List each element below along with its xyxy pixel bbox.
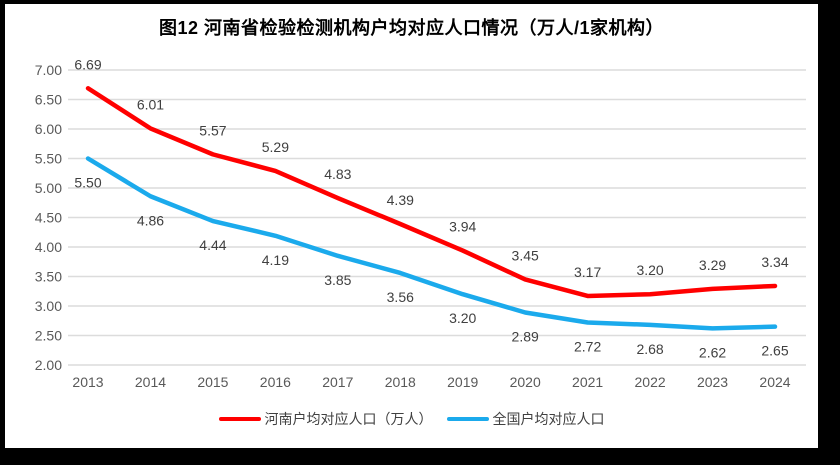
data-label-henan: 6.69 (74, 56, 101, 72)
data-label-henan: 3.34 (761, 254, 788, 270)
data-label-national: 2.89 (512, 328, 539, 344)
x-tick-label: 2014 (135, 374, 166, 390)
data-label-national: 2.62 (699, 344, 726, 360)
x-tick-label: 2016 (260, 374, 291, 390)
data-label-national: 2.68 (636, 341, 663, 357)
y-tick-label: 3.00 (35, 298, 62, 314)
series-line-henan (85, 86, 778, 299)
data-label-henan: 3.17 (574, 264, 601, 280)
y-tick-label: 5.00 (35, 180, 62, 196)
data-label-national: 2.72 (574, 339, 601, 355)
legend-item-national: 全国户均对应人口 (446, 409, 605, 429)
x-tick-label: 2017 (322, 374, 353, 390)
data-label-national: 4.86 (137, 212, 164, 228)
data-label-henan: 6.01 (137, 96, 164, 112)
x-tick-label: 2013 (72, 374, 103, 390)
x-tick-label: 2019 (447, 374, 478, 390)
x-tick-label: 2023 (697, 374, 728, 390)
y-tick-label: 4.50 (35, 210, 62, 226)
data-label-henan: 3.45 (512, 247, 539, 263)
data-label-national: 3.20 (449, 310, 476, 326)
chart-legend: 河南户均对应人口（万人） 全国户均对应人口 (5, 409, 818, 429)
chart-title: 图12 河南省检验检测机构户均对应人口情况（万人/1家机构） (158, 18, 665, 38)
y-tick-label: 6.00 (35, 121, 62, 137)
data-label-henan: 3.20 (636, 262, 663, 278)
series-line-national (85, 156, 778, 331)
legend-line-swatch-henan (218, 417, 261, 421)
data-label-national: 2.65 (761, 343, 788, 359)
data-label-national: 4.19 (262, 252, 289, 268)
x-tick-label: 2018 (385, 374, 416, 390)
y-tick-label: 6.50 (35, 92, 62, 108)
data-label-national: 3.85 (324, 272, 351, 288)
x-tick-label: 2022 (635, 374, 666, 390)
y-tick-label: 2.00 (35, 357, 62, 373)
x-tick-label: 2015 (197, 374, 228, 390)
line-chart-plot: 7.00 6.50 6.00 5.50 5.00 4.50 4.00 3.50 3.00 2.50… (35, 56, 806, 390)
legend-label-national: 全国户均对应人口 (492, 411, 605, 427)
y-tick-label: 5.50 (35, 151, 62, 167)
x-tick-label: 2024 (759, 374, 790, 390)
x-tick-label: 2021 (572, 374, 603, 390)
data-label-henan: 5.29 (262, 139, 289, 155)
legend-label-henan: 河南户均对应人口（万人） (264, 411, 433, 427)
data-label-henan: 3.29 (699, 257, 726, 273)
chart-frame: 7.00 6.50 6.00 5.50 5.00 4.50 4.00 3.50 3.00 2.50… (5, 4, 818, 448)
data-label-national: 3.56 (387, 289, 414, 305)
y-tick-label: 4.00 (35, 239, 62, 255)
data-label-henan: 3.94 (449, 219, 476, 235)
y-tick-label: 2.50 (35, 328, 62, 344)
data-label-national: 5.50 (74, 175, 101, 191)
x-tick-label: 2020 (510, 374, 541, 390)
legend-line-swatch-national (446, 417, 489, 421)
data-label-henan: 4.83 (324, 166, 351, 182)
y-tick-label: 3.50 (35, 269, 62, 285)
data-label-henan: 5.57 (199, 122, 226, 138)
legend-item-henan: 河南户均对应人口（万人） (218, 409, 433, 429)
y-tick-label: 7.00 (35, 62, 62, 78)
data-label-national: 4.44 (199, 237, 226, 253)
data-label-henan: 4.39 (387, 192, 414, 208)
